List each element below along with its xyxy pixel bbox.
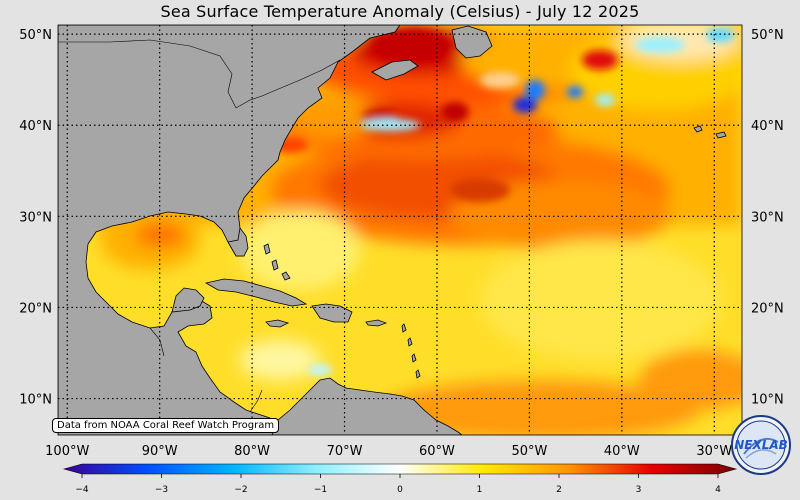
- bahamas-islands: [263, 243, 291, 281]
- latitude-tick-label: 20°N: [751, 301, 784, 316]
- land-masses: [58, 25, 727, 435]
- longitude-labels: 100°W 90°W 80°W 70°W 60°W 50°W 40°W 30°W: [45, 444, 732, 459]
- latitude-tick-label: 50°N: [751, 28, 784, 43]
- longitude-tick-label: 60°W: [419, 444, 455, 459]
- jamaica-island: [265, 319, 290, 328]
- longitude-tick-label: 90°W: [142, 444, 178, 459]
- azores-islands: [693, 125, 727, 139]
- latitude-tick-label: 10°N: [751, 393, 784, 408]
- colorbar-tick-label: 1: [477, 485, 483, 495]
- map-title: Sea Surface Temperature Anomaly (Celsius…: [160, 2, 640, 21]
- colorbar-tick-label: −2: [234, 485, 247, 495]
- florida-peninsula: [227, 227, 249, 257]
- latitude-tick-label: 10°N: [19, 393, 52, 408]
- colorbar-tick-label: 3: [636, 485, 642, 495]
- nexlab-logo: NEXLAB: [731, 415, 791, 475]
- latitude-tick-label: 40°N: [751, 119, 784, 134]
- colorbar-tick-label: 4: [715, 485, 721, 495]
- longitude-tick-label: 40°W: [604, 444, 640, 459]
- latitude-tick-label: 30°N: [751, 210, 784, 225]
- lat-lon-gridlines: [58, 25, 742, 435]
- colorbar-tick-label: −1: [314, 485, 327, 495]
- latitude-tick-label: 40°N: [19, 119, 52, 134]
- data-credit: Data from NOAA Coral Reef Watch Program: [52, 418, 280, 433]
- map-frame: [57, 24, 743, 436]
- south-america-landmass: [271, 377, 463, 435]
- lesser-antilles: [401, 323, 421, 379]
- anomaly-detail: [272, 28, 734, 376]
- longitude-tick-label: 100°W: [45, 444, 89, 459]
- colorbar: −4 −3 −2 −1 0 1 2 3 4: [62, 463, 738, 495]
- colorbar-tick-label: −4: [75, 485, 89, 495]
- colorbar-tick-label: −3: [155, 485, 168, 495]
- puerto-rico-island: [365, 319, 388, 327]
- longitude-tick-label: 50°W: [511, 444, 547, 459]
- nova-scotia-landmass: [371, 59, 419, 81]
- longitude-tick-label: 70°W: [327, 444, 363, 459]
- latitude-tick-label: 30°N: [19, 210, 52, 225]
- latitude-tick-label: 20°N: [19, 301, 52, 316]
- cuba-island: [204, 278, 308, 307]
- latitude-labels-left: 50°N 40°N 30°N 20°N 10°N: [19, 28, 52, 407]
- latitude-labels-right: 50°N 40°N 30°N 20°N 10°N: [751, 28, 784, 407]
- longitude-tick-label: 80°W: [234, 444, 270, 459]
- latitude-tick-label: 50°N: [19, 28, 52, 43]
- longitude-tick-label: 30°W: [696, 444, 732, 459]
- colorbar-bar: [62, 463, 738, 475]
- colorbar-tick-label: 0: [397, 485, 403, 495]
- colorbar-ticks: −4 −3 −2 −1 0 1 2 3 4: [75, 474, 721, 495]
- hispaniola-island: [311, 303, 353, 323]
- north-america-landmass: [58, 25, 401, 435]
- map-plot-area: [58, 25, 742, 435]
- colorbar-tick-label: 2: [556, 485, 562, 495]
- yucatan-peninsula: [171, 287, 205, 313]
- logo-wordmark: NEXLAB: [734, 438, 788, 452]
